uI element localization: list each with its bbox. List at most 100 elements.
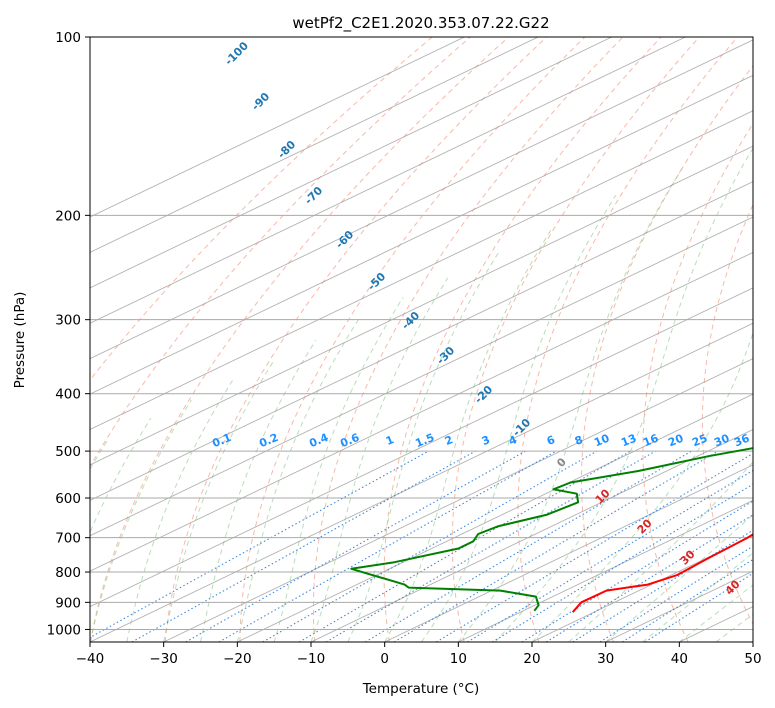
isotherm-line: [90, 322, 753, 642]
y-tick-label: 200: [55, 208, 81, 224]
moist-adiabat-line: [163, 359, 276, 642]
plot-area: [90, 37, 753, 642]
isotherm-line: [90, 74, 753, 395]
y-tick-label: 600: [55, 491, 81, 507]
y-tick-label: 300: [55, 313, 81, 329]
profile-lines: [350, 447, 753, 613]
background-lines: [90, 37, 775, 642]
isotherm-line: [90, 251, 753, 572]
isotherm-line: [752, 641, 753, 642]
mixing-ratio-label: 3: [480, 433, 492, 448]
isotherm-line: [90, 145, 753, 466]
dry-adiabat-line: [760, 37, 775, 642]
mixing-ratio-line: [90, 450, 429, 639]
moist-adiabat-line: [421, 195, 617, 642]
isotherm-line: [163, 358, 753, 642]
mixing-ratio-line: [572, 529, 753, 642]
dry-adiabat-line: [239, 37, 586, 642]
isotherm-line: [458, 499, 753, 642]
x-tick-label: −40: [76, 651, 105, 667]
x-axis: −40 −30 −20 −10 0 10 20 30 40 50: [76, 642, 762, 667]
isotherm-line: [90, 37, 539, 253]
dewpoint-profile-line: [350, 447, 753, 612]
mixing-ratio-label: 13: [619, 432, 638, 450]
moist-adiabat-line: [531, 331, 753, 642]
mixing-ratio-label: 25: [690, 432, 709, 450]
dry-adiabat-line: [90, 37, 433, 382]
mixing-ratio-label: 16: [641, 432, 660, 450]
moist-adiabat-line: [384, 227, 553, 642]
mixing-ratio-line: [298, 450, 631, 642]
mixing-ratio-line: [492, 483, 753, 642]
isotherm-line: [90, 39, 753, 360]
isotherm-line: [90, 181, 753, 501]
x-tick-label: 40: [671, 651, 688, 667]
y-tick-label: 700: [55, 531, 81, 547]
y-axis: 100 200 300 400 500 600 700 800 900 1000: [47, 30, 90, 638]
mixing-ratio-line: [262, 450, 598, 642]
x-tick-label: 30: [597, 651, 614, 667]
moist-adiabat-line: [347, 251, 500, 642]
y-tick-label: 400: [55, 387, 81, 403]
moist-adiabat-line: [90, 417, 152, 534]
isotherm-line: [384, 464, 753, 642]
x-tick-label: 20: [523, 651, 540, 667]
x-tick-label: 0: [380, 651, 389, 667]
dry-adiabat-line: [383, 37, 662, 642]
isotherm-line: [237, 393, 753, 642]
moist-adiabat-line: [236, 319, 359, 642]
mixing-ratio-line: [131, 450, 476, 642]
mixing-ratio-label: 10: [592, 432, 611, 450]
isotherm-line: [90, 216, 753, 537]
mixing-ratio-label: 36: [732, 432, 751, 450]
plot-frame: [89, 36, 754, 643]
dry-adiabat-line: [90, 37, 509, 642]
mixing-ratio-label: 2: [443, 433, 455, 448]
dry-adiabat-line: [642, 122, 753, 642]
y-axis-label: Pressure (hPa): [12, 292, 28, 389]
mixing-ratio-line: [467, 469, 753, 642]
mixing-ratio-line: [599, 545, 753, 642]
temperature-profile-line: [571, 533, 753, 613]
mixing-ratio-line: [521, 500, 753, 642]
chart-title: wetPf2_C2E1.2020.353.07.22.G22: [292, 14, 549, 33]
y-tick-label: 100: [55, 30, 81, 46]
x-tick-label: 50: [744, 651, 761, 667]
moist-adiabat-line: [605, 514, 753, 642]
mixing-ratio-label: 30: [712, 432, 731, 450]
moist-adiabat-line: [642, 552, 753, 642]
mixing-ratio-label: 20: [666, 432, 685, 450]
moist-adiabat-line: [126, 380, 233, 642]
mixing-ratio-line: [393, 450, 719, 642]
pressure-gridlines: [90, 37, 753, 630]
isotherm-line: [90, 37, 465, 218]
x-tick-label: −10: [297, 651, 326, 667]
isotherm-line: [310, 429, 753, 642]
mixing-ratio-line: [546, 514, 753, 642]
moist-adiabat-line: [90, 399, 192, 642]
dry-adiabat-line: [312, 37, 624, 642]
x-tick-label: −20: [223, 651, 252, 667]
isotherm-line: [90, 110, 753, 430]
y-tick-label: 800: [55, 565, 81, 581]
moist-adiabat-line: [200, 340, 317, 642]
x-tick-label: 10: [450, 651, 467, 667]
dry-adiabat-line: [517, 37, 738, 642]
mixing-ratio-label: 8: [573, 433, 585, 448]
y-tick-label: 900: [55, 595, 81, 611]
mixing-ratio-line: [185, 450, 526, 642]
isotherm-line: [90, 37, 686, 324]
mixing-ratio-label: 1: [384, 433, 396, 448]
isotherm-line: [90, 287, 753, 608]
moist-adiabat-line: [457, 165, 685, 642]
y-tick-label: 500: [55, 444, 81, 460]
mixing-ratio-line: [436, 452, 753, 642]
dry-adiabat-line: [451, 37, 700, 642]
x-tick-label: −30: [149, 651, 178, 667]
dry-adiabat-line: [581, 64, 753, 642]
x-axis-label: Temperature (°C): [362, 681, 480, 697]
moist-adiabat-line: [494, 147, 753, 642]
y-tick-label: 1000: [47, 622, 81, 638]
isotherm-line: [90, 37, 612, 289]
